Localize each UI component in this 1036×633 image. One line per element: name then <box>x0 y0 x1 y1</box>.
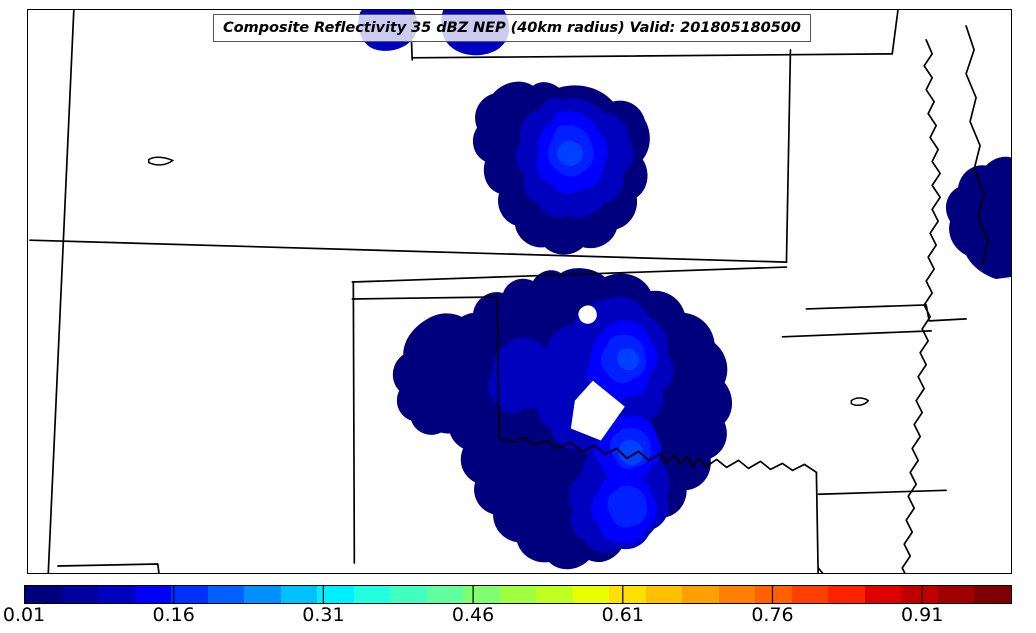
colorbar-segment-20 <box>755 586 792 603</box>
border-kansas-east <box>785 49 792 263</box>
colorbar-segment-19 <box>718 586 756 603</box>
border-red-river <box>498 436 818 474</box>
border-missouri-bootheel <box>805 304 967 322</box>
lake-colorado <box>148 156 175 166</box>
contour-holes <box>570 305 625 441</box>
colorbar-segment-12 <box>463 586 500 603</box>
border-colorado-south <box>29 239 788 263</box>
lakes-layer <box>148 156 870 407</box>
colorbar-segment-16 <box>609 586 646 603</box>
colorbar-segment-11 <box>426 586 464 603</box>
border-texas-louisiana <box>815 471 819 573</box>
border-arkansas-missouri <box>781 330 933 338</box>
colorbar-segment-4 <box>171 586 208 603</box>
colorbar-tick-label-0.61: 0.61 <box>601 604 644 626</box>
colorbar-segment-26 <box>974 586 1011 603</box>
border-louisiana-south <box>817 567 824 573</box>
colorbar-segment-2 <box>98 586 135 603</box>
contour-blob-north-kansas <box>472 81 650 255</box>
contour-fill-layer <box>358 10 1011 570</box>
colorbar-segment-7 <box>280 586 318 603</box>
colorbar-segment-13 <box>499 586 537 603</box>
colorbar-segment-18 <box>682 586 719 603</box>
border-missouri-east <box>965 25 989 266</box>
colorbar-segment-23 <box>864 586 902 603</box>
colorbar-segment-8 <box>317 586 354 603</box>
colorbar-tick-label-0.16: 0.16 <box>152 604 195 626</box>
border-oklahoma-panhandle-west <box>352 281 356 564</box>
border-newmexico-texas <box>57 563 160 573</box>
colorbar-segment-25 <box>937 586 975 603</box>
colorbar-segment-9 <box>353 586 391 603</box>
colorbar-tick-label-0.76: 0.76 <box>751 604 794 626</box>
colorbar-gradient <box>24 585 1012 604</box>
colorbar-segment-6 <box>244 586 281 603</box>
colorbar-segment-14 <box>536 586 573 603</box>
border-arkansas-louisiana <box>817 489 947 496</box>
colorbar-segment-22 <box>828 586 865 603</box>
colorbar-segment-17 <box>645 586 683 603</box>
colorbar-tick-label-0.91: 0.91 <box>901 604 944 626</box>
colorbar-segment-10 <box>390 586 427 603</box>
plot-title: Composite Reflectivity 35 dBZ NEP (40km … <box>213 14 811 42</box>
colorbar-tick-label-0.46: 0.46 <box>451 604 495 626</box>
colorbar-segment-1 <box>61 586 99 603</box>
contour-blob-main-complex <box>392 268 733 570</box>
border-oklahoma-panhandle-south <box>351 296 500 440</box>
colorbar-tick-label-0.31: 0.31 <box>302 604 345 626</box>
colorbar-segment-21 <box>791 586 829 603</box>
colorbar <box>24 585 1012 604</box>
colorbar-segment-0 <box>25 586 62 603</box>
border-kansas-oklahoma <box>351 266 788 283</box>
border-missouri-north <box>891 10 899 55</box>
colorbar-segment-15 <box>572 586 610 603</box>
colorbar-segment-3 <box>134 586 172 603</box>
border-nebraska-kansas <box>411 52 894 59</box>
colorbar-segment-24 <box>901 586 938 603</box>
border-mississippi-river <box>901 39 941 573</box>
border-colorado-west <box>47 10 75 573</box>
colorbar-tick-labels: 0.01 0.16 0.31 0.46 0.61 0.76 0.91 <box>3 604 1012 630</box>
lake-arkansas <box>850 397 870 407</box>
colorbar-segment-5 <box>207 586 245 603</box>
map-canvas <box>29 10 1011 573</box>
map-axes <box>27 9 1012 574</box>
colorbar-tick-label-0.01: 0.01 <box>2 604 46 626</box>
